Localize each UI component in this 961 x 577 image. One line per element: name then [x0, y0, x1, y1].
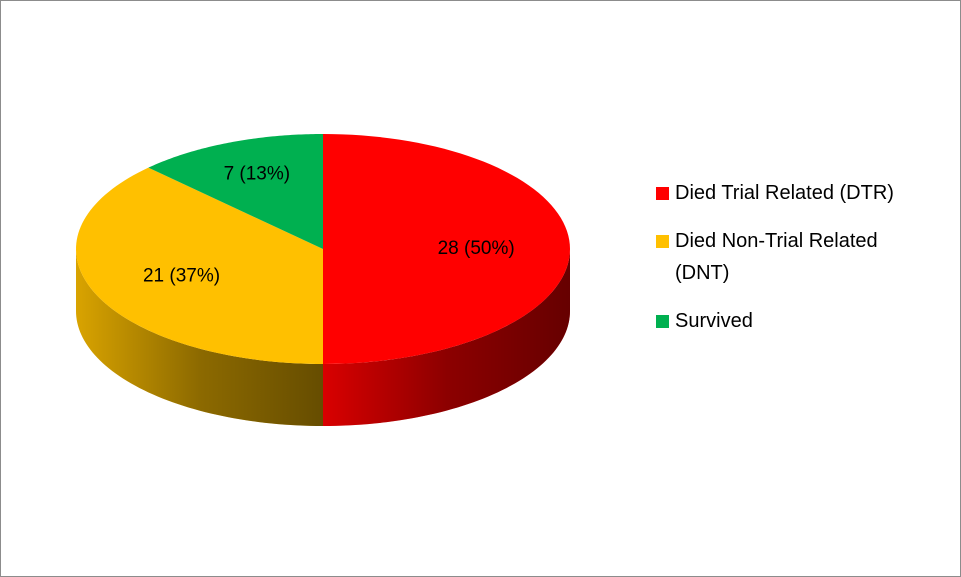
legend: Died Trial Related (DTR) Died Non-Trial R… — [656, 177, 946, 353]
slice — [76, 167, 323, 364]
pie-area: 28 (50%) 21 (37%) 7 (13%) — [76, 134, 570, 426]
legend-label: Died Trial Related (DTR) — [675, 182, 894, 204]
slice-side-shade — [323, 249, 570, 426]
data-label: 21 (37%) — [143, 265, 220, 286]
slice-side-shade — [76, 249, 323, 426]
slice — [148, 134, 323, 249]
legend-item: Survived — [656, 305, 946, 337]
legend-label: Died Non-Trial Related (DNT) — [675, 230, 878, 284]
slice — [323, 134, 570, 364]
legend-swatch — [656, 235, 669, 248]
legend-swatch — [656, 315, 669, 328]
legend-item: Died Non-Trial Related (DNT) — [656, 225, 946, 289]
legend-label: Survived — [675, 310, 753, 332]
data-label: 7 (13%) — [224, 164, 291, 185]
legend-swatch — [656, 187, 669, 200]
legend-item: Died Trial Related (DTR) — [656, 177, 946, 209]
data-label: 28 (50%) — [438, 238, 515, 259]
